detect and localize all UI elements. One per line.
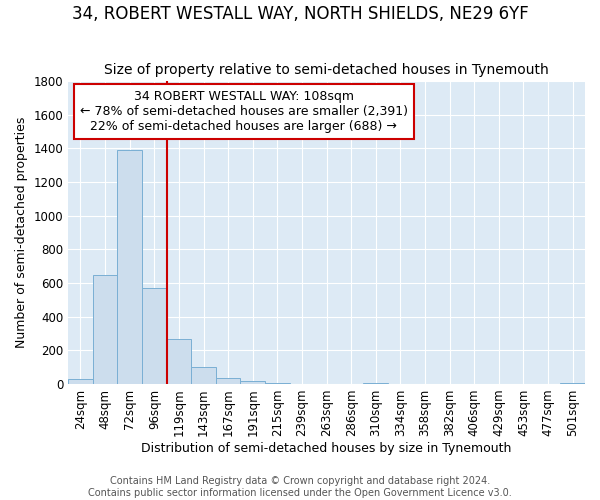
Bar: [216, 378, 241, 384]
Bar: [142, 288, 167, 384]
Bar: [364, 383, 388, 384]
Y-axis label: Number of semi-detached properties: Number of semi-detached properties: [15, 117, 28, 348]
Bar: [241, 382, 265, 384]
Title: Size of property relative to semi-detached houses in Tynemouth: Size of property relative to semi-detach…: [104, 63, 549, 77]
Bar: [68, 379, 93, 384]
Text: Contains HM Land Registry data © Crown copyright and database right 2024.
Contai: Contains HM Land Registry data © Crown c…: [88, 476, 512, 498]
Text: 34 ROBERT WESTALL WAY: 108sqm
← 78% of semi-detached houses are smaller (2,391)
: 34 ROBERT WESTALL WAY: 108sqm ← 78% of s…: [80, 90, 408, 133]
Bar: [167, 338, 191, 384]
Bar: [265, 383, 290, 384]
X-axis label: Distribution of semi-detached houses by size in Tynemouth: Distribution of semi-detached houses by …: [142, 442, 512, 455]
Bar: [93, 276, 118, 384]
Bar: [118, 150, 142, 384]
Text: 34, ROBERT WESTALL WAY, NORTH SHIELDS, NE29 6YF: 34, ROBERT WESTALL WAY, NORTH SHIELDS, N…: [71, 5, 529, 23]
Bar: [560, 383, 585, 384]
Bar: [191, 367, 216, 384]
